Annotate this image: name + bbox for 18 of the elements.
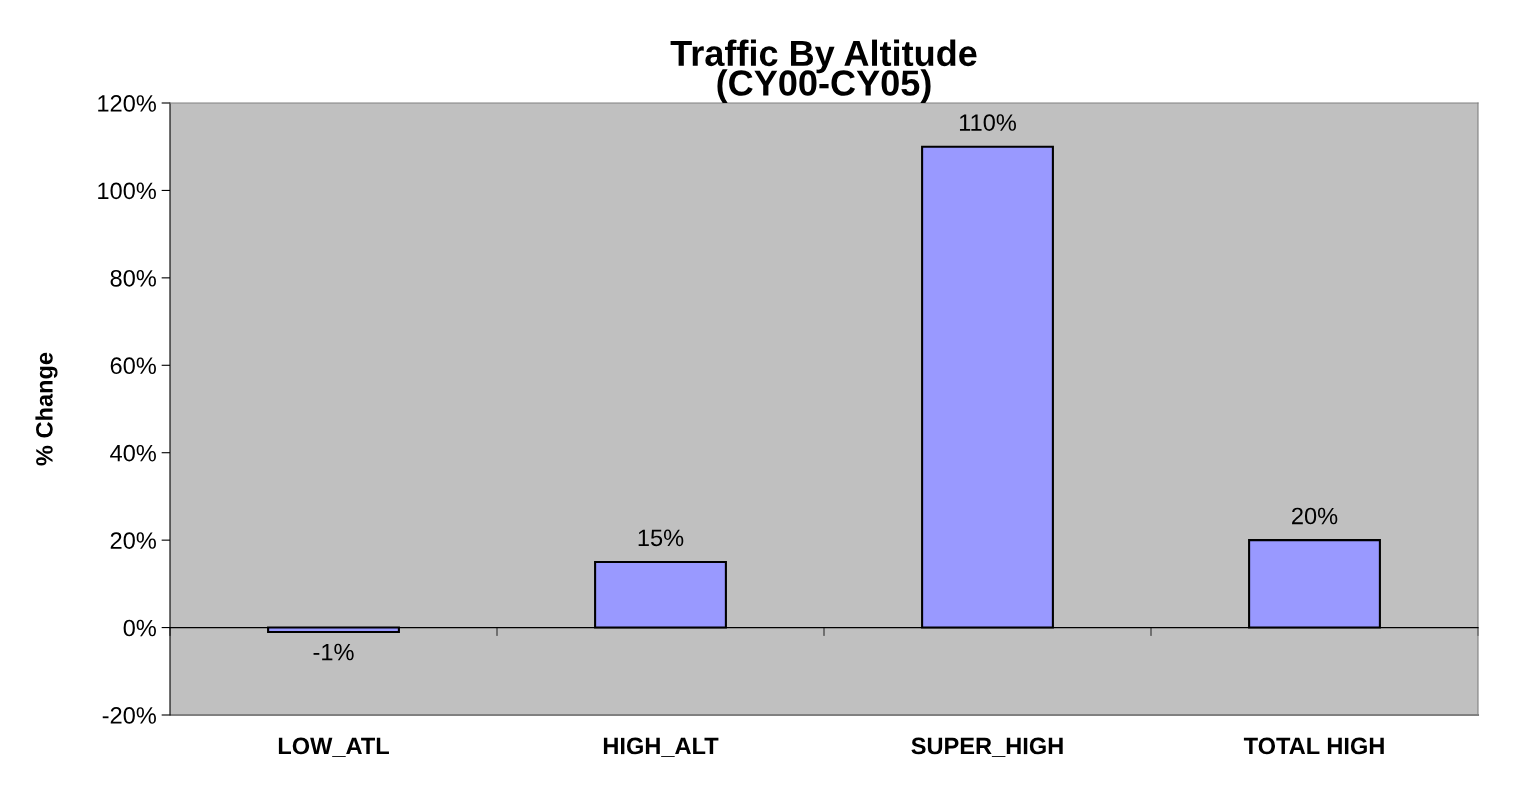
- data-label: 15%: [638, 529, 684, 547]
- y-tick-label: 120%: [98, 95, 156, 112]
- y-tick-label: 20%: [110, 532, 156, 549]
- y-tick-label: 100%: [98, 182, 156, 200]
- y-tick-label: 60%: [110, 357, 156, 375]
- y-tick-label: 40%: [110, 444, 156, 462]
- y-tick-label: 80%: [110, 269, 156, 287]
- x-tick-label: TOTAL HIGH: [1243, 737, 1384, 755]
- chart-title: Traffic By Altitude (CY00-CY05): [670, 39, 977, 103]
- data-label: -1%: [313, 643, 354, 661]
- x-tick-label: SUPER_HIGH: [911, 737, 1063, 757]
- y-tick-label: 0%: [123, 619, 156, 637]
- data-label: 110%: [959, 114, 1016, 131]
- x-tick-label: LOW_ATL: [278, 737, 389, 757]
- y-axis-title: % Change: [35, 352, 58, 466]
- x-tick-label: HIGH_ALT: [603, 737, 719, 757]
- data-label: 20%: [1292, 507, 1338, 525]
- y-tick-label: -20%: [102, 707, 156, 724]
